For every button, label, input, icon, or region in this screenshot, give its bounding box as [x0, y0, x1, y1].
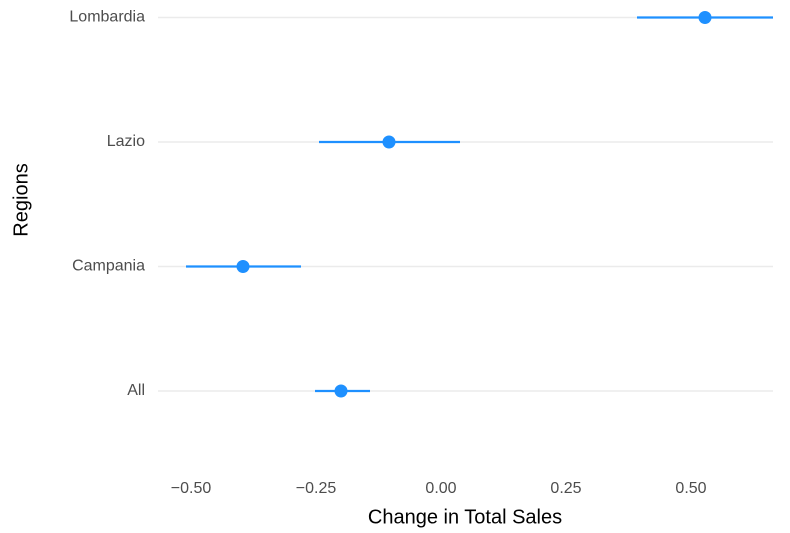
point — [334, 384, 348, 398]
point — [698, 11, 712, 24]
x-tick-label: 0.00 — [425, 480, 456, 497]
x-axis-title: Change in Total Sales — [368, 506, 562, 528]
x-tick-label: 0.50 — [675, 480, 706, 497]
x-tick-label: −0.50 — [171, 480, 212, 497]
y-tick-label: Lazio — [107, 133, 145, 150]
point — [236, 260, 250, 273]
y-axis-title: Regions — [10, 163, 32, 236]
x-tick-label: 0.25 — [550, 480, 581, 497]
y-tick-label: Campania — [72, 258, 145, 275]
x-tick-label: −0.25 — [296, 480, 337, 497]
y-tick-label: All — [127, 382, 145, 399]
point — [382, 135, 396, 149]
y-tick-label: Lombardia — [69, 9, 145, 26]
